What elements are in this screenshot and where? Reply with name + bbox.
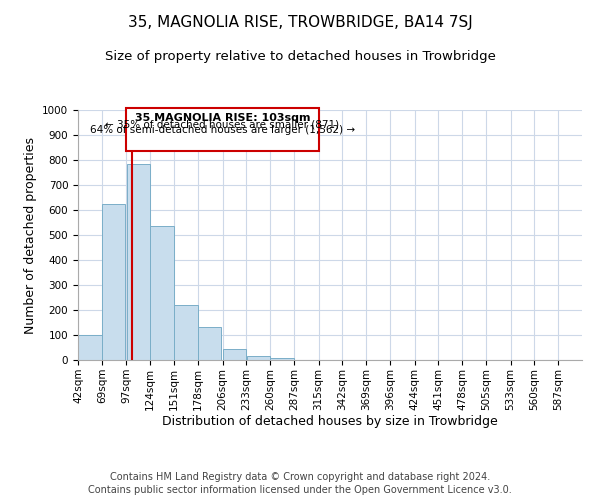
Y-axis label: Number of detached properties: Number of detached properties xyxy=(23,136,37,334)
Bar xyxy=(127,164,150,360)
Bar xyxy=(127,108,319,151)
Bar xyxy=(102,204,125,360)
Bar xyxy=(78,335,101,360)
Text: 35 MAGNOLIA RISE: 103sqm: 35 MAGNOLIA RISE: 103sqm xyxy=(135,113,310,122)
Text: 64% of semi-detached houses are larger (1,562) →: 64% of semi-detached houses are larger (… xyxy=(90,125,355,135)
Text: Contains public sector information licensed under the Open Government Licence v3: Contains public sector information licen… xyxy=(88,485,512,495)
Text: ← 35% of detached houses are smaller (871): ← 35% of detached houses are smaller (87… xyxy=(106,120,340,130)
Text: Size of property relative to detached houses in Trowbridge: Size of property relative to detached ho… xyxy=(104,50,496,63)
Bar xyxy=(223,349,246,360)
Text: 35, MAGNOLIA RISE, TROWBRIDGE, BA14 7SJ: 35, MAGNOLIA RISE, TROWBRIDGE, BA14 7SJ xyxy=(128,15,472,30)
Text: Contains HM Land Registry data © Crown copyright and database right 2024.: Contains HM Land Registry data © Crown c… xyxy=(110,472,490,482)
Bar xyxy=(151,226,174,360)
X-axis label: Distribution of detached houses by size in Trowbridge: Distribution of detached houses by size … xyxy=(162,416,498,428)
Bar xyxy=(198,327,221,360)
Bar xyxy=(247,356,270,360)
Bar xyxy=(271,358,293,360)
Bar xyxy=(174,305,197,360)
